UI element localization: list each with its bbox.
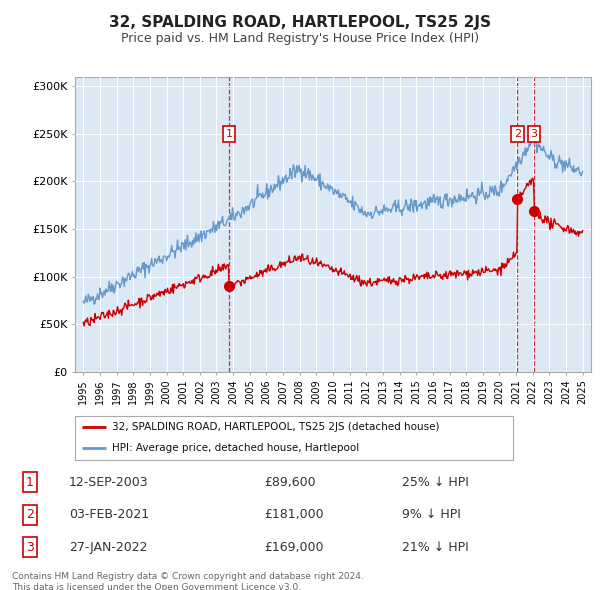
Text: 32, SPALDING ROAD, HARTLEPOOL, TS25 2JS (detached house): 32, SPALDING ROAD, HARTLEPOOL, TS25 2JS … (112, 422, 440, 432)
Text: 25% ↓ HPI: 25% ↓ HPI (402, 476, 469, 489)
Text: Price paid vs. HM Land Registry's House Price Index (HPI): Price paid vs. HM Land Registry's House … (121, 32, 479, 45)
Text: £181,000: £181,000 (264, 508, 323, 522)
Text: 3: 3 (530, 129, 538, 139)
Text: 1: 1 (226, 129, 232, 139)
Text: 2: 2 (26, 508, 34, 522)
Text: 9% ↓ HPI: 9% ↓ HPI (402, 508, 461, 522)
Text: 03-FEB-2021: 03-FEB-2021 (69, 508, 149, 522)
Text: 3: 3 (26, 540, 34, 554)
Text: 32, SPALDING ROAD, HARTLEPOOL, TS25 2JS: 32, SPALDING ROAD, HARTLEPOOL, TS25 2JS (109, 15, 491, 30)
Text: 2: 2 (514, 129, 521, 139)
Text: HPI: Average price, detached house, Hartlepool: HPI: Average price, detached house, Hart… (112, 443, 359, 453)
Text: Contains HM Land Registry data © Crown copyright and database right 2024.
This d: Contains HM Land Registry data © Crown c… (12, 572, 364, 590)
Text: 12-SEP-2003: 12-SEP-2003 (69, 476, 149, 489)
Text: 1: 1 (26, 476, 34, 489)
Text: £89,600: £89,600 (264, 476, 316, 489)
Text: 27-JAN-2022: 27-JAN-2022 (69, 540, 148, 554)
Text: £169,000: £169,000 (264, 540, 323, 554)
Text: 21% ↓ HPI: 21% ↓ HPI (402, 540, 469, 554)
